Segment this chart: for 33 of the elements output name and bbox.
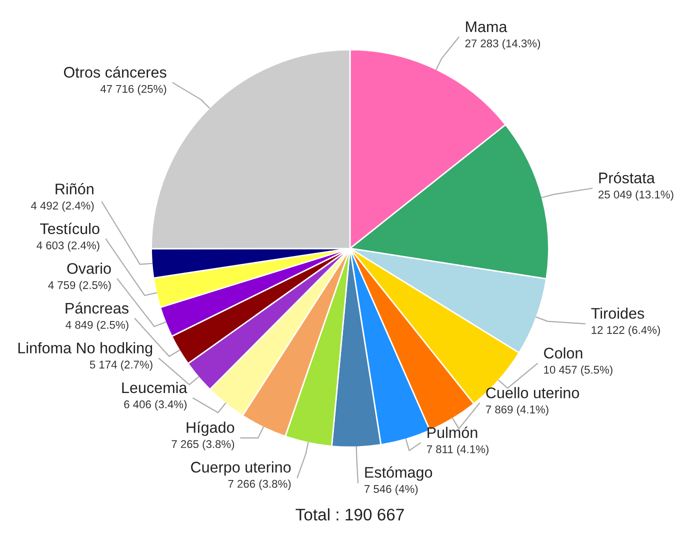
data-label: 25 049 (13.1%) <box>598 190 674 201</box>
slice-label: Pulmón <box>428 426 478 438</box>
data-label: 47 716 (25%) <box>100 84 166 96</box>
data-label: 10 457 (5.5%) <box>544 366 612 376</box>
data-label: 7 266 (3.8%) <box>228 480 291 490</box>
slice-label: Cuerpo uterino <box>191 461 291 476</box>
data-label: 6 406 (3.4%) <box>124 400 187 410</box>
slice-label: Riñón <box>56 183 94 194</box>
data-label: 27 283 (14.3%) <box>465 39 540 50</box>
data-label: 7 265 (3.8%) <box>172 440 234 450</box>
slice-label: Hígado <box>186 421 234 436</box>
slice-label: Mama <box>466 22 508 32</box>
data-label: 12 122 (6.4%) <box>592 326 660 336</box>
data-label: 7 546 (4%) <box>364 484 418 496</box>
slice-label: Próstata <box>599 172 655 184</box>
slice-label: Testículo <box>40 222 100 234</box>
slice-label: Páncreas <box>66 302 128 314</box>
text: Total : 190 667 <box>296 508 404 521</box>
slice-label: Leucemia <box>122 382 188 394</box>
data-label: 7 869 (4.1%) <box>486 405 548 416</box>
data-label: 4 849 (2.5%) <box>66 320 128 331</box>
slice-label: Tiroides <box>591 308 644 319</box>
slice-label: Otros cánceres <box>64 66 166 78</box>
slice-label: Cuello uterino <box>486 387 580 398</box>
data-label: 7 811 (4.1%) <box>426 445 488 456</box>
data-label: 4 492 (2.4%) <box>31 201 94 212</box>
data-label: 4 603 (2.4%) <box>36 241 100 252</box>
slice-label: Linfoma No hodking <box>18 342 152 356</box>
data-label: 4 759 (2.5%) <box>48 280 111 292</box>
slice-label: Ovario <box>67 262 111 274</box>
slice-label: Colon <box>544 347 582 359</box>
slice-label: Estómago <box>365 466 432 481</box>
data-label: 5 174 (2.7%) <box>90 360 152 371</box>
